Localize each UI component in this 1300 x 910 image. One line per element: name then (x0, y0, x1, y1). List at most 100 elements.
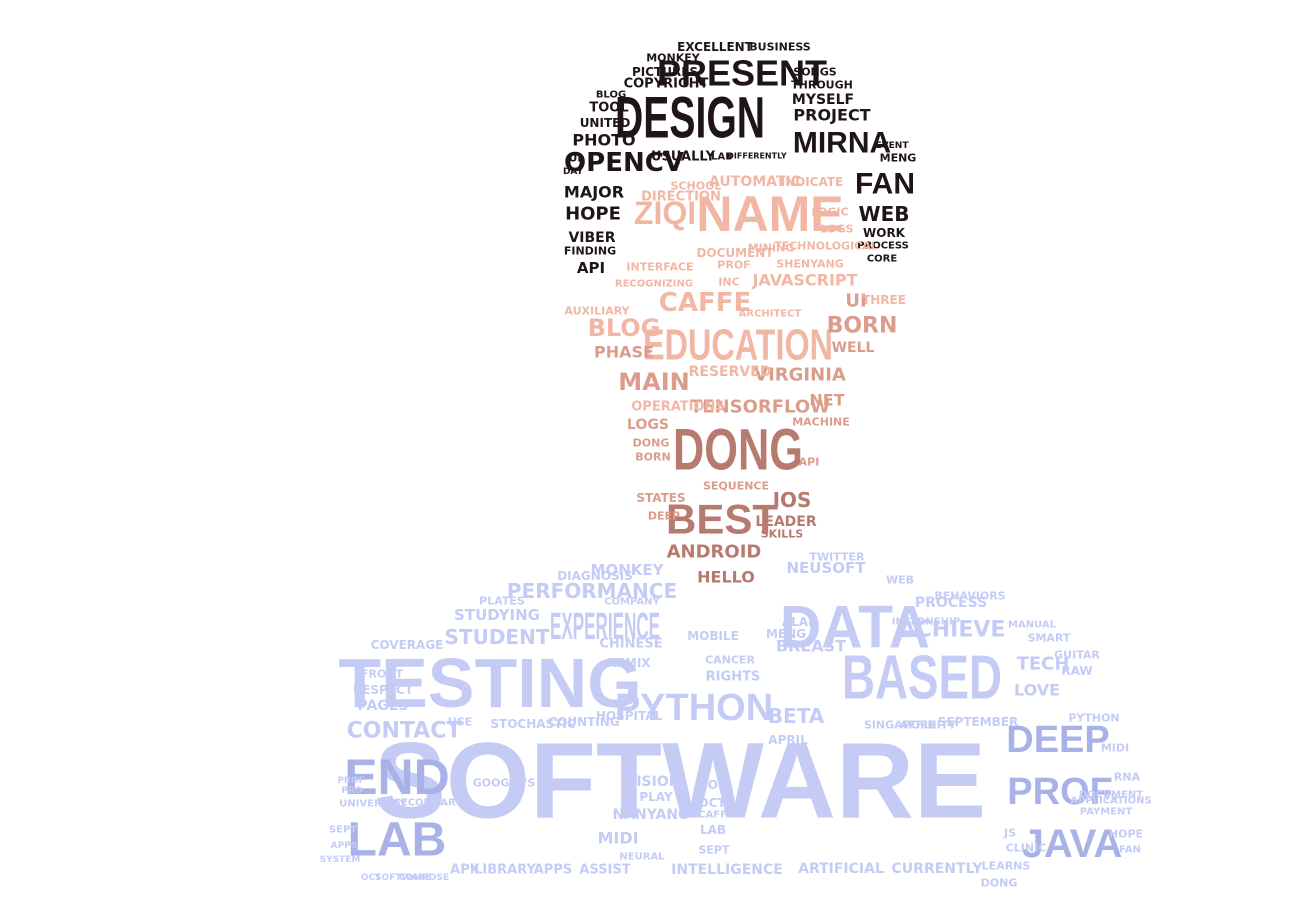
cloud-word: COMPOSE (399, 873, 449, 883)
cloud-word: INTERNSHIP (892, 617, 960, 628)
cloud-word: APK (450, 863, 481, 878)
cloud-word: TOOL (589, 101, 628, 116)
cloud-word: VIBER (568, 230, 615, 246)
cloud-word: COPYRIGHT (624, 77, 709, 92)
cloud-word: BASED (842, 644, 1002, 713)
cloud-word: UI (568, 152, 581, 165)
cloud-word: NAME (696, 186, 843, 242)
cloud-word: VIRGINIA (754, 365, 846, 386)
cloud-word: MENG (880, 152, 917, 165)
cloud-word: FAN (855, 168, 915, 201)
cloud-word: WELL (832, 340, 875, 356)
cloud-word: MIDI (1101, 742, 1129, 755)
cloud-word: VISION (626, 774, 681, 790)
cloud-word: WORK (863, 226, 906, 240)
cloud-word: APPS (331, 841, 358, 851)
cloud-word: EVENT (876, 141, 910, 151)
cloud-word: PYTHON (1068, 712, 1119, 725)
cloud-word: WEB (859, 202, 910, 226)
cloud-word: CAFFE (659, 288, 752, 318)
cloud-word: ARCHITECT (739, 309, 802, 320)
cloud-word: SMART (1028, 632, 1071, 645)
cloud-word: DONG (673, 418, 803, 483)
cloud-word: BORN (635, 451, 670, 464)
cloud-word: THROUGH (791, 79, 853, 92)
cloud-word: THREE (862, 293, 906, 307)
cloud-word: SEPT (329, 825, 357, 836)
cloud-word: HOPE (565, 204, 621, 225)
cloud-word: BUSINESS (749, 41, 810, 54)
cloud-word: DIRECTION (641, 190, 721, 205)
cloud-word: RESERVED (689, 364, 772, 380)
cloud-word: MONKEY (646, 52, 701, 65)
cloud-word: LOGS (821, 223, 854, 236)
cloud-word: SECONDARY (394, 798, 463, 809)
cloud-word: DEEP (1006, 719, 1109, 761)
cloud-word: PROJECT (793, 106, 870, 125)
cloud-word: SEPTEMBER (938, 715, 1019, 729)
cloud-word: END (344, 749, 450, 805)
cloud-word: SKILLS (761, 528, 804, 541)
cloud-word: EDUCATION (643, 321, 833, 370)
cloud-word: MENG (766, 627, 806, 641)
cloud-word: LIBRARY (474, 863, 536, 878)
cloud-word: COMPANY (604, 597, 660, 608)
cloud-word: PLAY (639, 790, 673, 804)
cloud-word: PICTURES (632, 65, 698, 79)
cloud-word: RESPECT (353, 683, 414, 697)
cloud-word: API (799, 456, 820, 469)
cloud-word: RIGHTS (706, 670, 761, 685)
cloud-word: IOS (703, 778, 726, 792)
cloud-word: DONG (633, 437, 670, 450)
cloud-word: DIFFERENTLY (727, 152, 787, 161)
cloud-word: TECH (1017, 654, 1070, 675)
cloud-word: YU (1103, 793, 1118, 803)
cloud-word: JAVASCRIPT (751, 271, 857, 290)
cloud-word: DIAGNOSIS (557, 569, 633, 583)
cloud-word: MONKEY (591, 561, 665, 579)
cloud-word: MAJOR (564, 183, 624, 202)
cloud-word: CAFFE (698, 810, 734, 821)
cloud-word: BEHAVIORS (934, 590, 1005, 603)
cloud-word: INTERFACE (626, 261, 693, 274)
cloud-word: PROCESS (857, 241, 909, 252)
cloud-word: MIDI (597, 829, 638, 848)
cloud-word: USUALLY (651, 150, 716, 165)
cloud-word: LOGIC (811, 206, 848, 219)
cloud-word: TWITTER (810, 551, 866, 564)
cloud-word: ARTIFICIAL (798, 861, 884, 877)
cloud-word: APPS (534, 863, 572, 878)
cloud-word: NET (809, 391, 844, 410)
cloud-word: ALAN (782, 615, 818, 629)
cloud-word: MINING (748, 242, 795, 255)
cloud-word: PAGES (358, 698, 409, 714)
cloud-word: DONG (981, 877, 1018, 890)
cloud-word: CHINESE (599, 637, 662, 652)
cloud-word: HOSPITAL (596, 709, 663, 723)
cloud-word: BREAST (776, 637, 846, 656)
cloud-word: BLOG (596, 90, 626, 101)
cloud-word: MANUAL (1008, 620, 1057, 631)
cloud-word: HELLO (697, 568, 755, 587)
cloud-word: OPERATIONS (631, 400, 725, 415)
cloud-word: SEQUENCE (703, 480, 769, 493)
cloud-word: MACHINE (792, 416, 850, 429)
cloud-word: SEPT (698, 844, 729, 857)
cloud-word: AFFINITY (900, 719, 957, 732)
cloud-word: USE (448, 716, 472, 729)
cloud-word: TESTING (338, 644, 641, 722)
cloud-word: STOCHASTIC (490, 717, 575, 731)
cloud-word: INC (718, 276, 739, 289)
cloud-word: NEURAL (619, 852, 665, 863)
cloud-word: APPLICATIONS (1070, 796, 1151, 807)
cloud-word: GUITAR (1054, 649, 1100, 662)
cloud-word: AUTOMATIC (709, 174, 801, 190)
cloud-word: SCHOOL (671, 180, 722, 193)
cloud-word: MIRNA (793, 127, 891, 160)
cloud-word: PRESENT (657, 53, 827, 94)
cloud-word: FAN (1119, 845, 1141, 856)
cloud-word: API (577, 259, 605, 277)
cloud-word: PROCESS (915, 595, 987, 611)
cloud-word: WEB (886, 574, 914, 587)
